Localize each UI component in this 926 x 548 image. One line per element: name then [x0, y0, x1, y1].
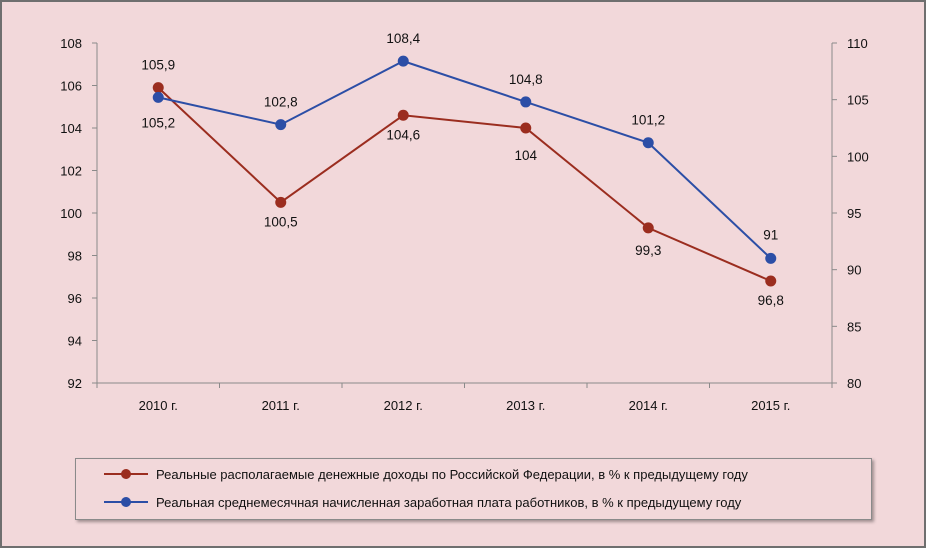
- legend-swatch-incomes: [104, 469, 148, 479]
- x-tick-label: 2010 г.: [139, 398, 178, 413]
- data-point-incomes: [397, 109, 409, 121]
- data-point-wages: [520, 96, 532, 108]
- data-label-incomes: 104,6: [386, 127, 420, 142]
- data-point-incomes: [520, 122, 532, 134]
- y-left-tick-label: 104: [60, 121, 82, 136]
- data-label-wages: 102,8: [264, 95, 298, 110]
- data-point-incomes: [642, 222, 654, 234]
- x-tick-label: 2013 г.: [506, 398, 545, 413]
- y-right-tick-label: 105: [847, 93, 869, 108]
- y-left-tick-label: 92: [68, 376, 82, 391]
- x-tick-label: 2015 г.: [751, 398, 790, 413]
- legend-item-wages: Реальная среднемесячная начисленная зара…: [102, 492, 741, 512]
- y-left-tick-label: 98: [68, 249, 82, 264]
- y-right-tick-label: 80: [847, 376, 861, 391]
- series-line-incomes: [157, 86, 772, 282]
- data-label-wages: 105,2: [141, 115, 175, 130]
- data-label-incomes: 100,5: [264, 214, 298, 229]
- data-label-incomes: 105,9: [141, 58, 175, 73]
- data-point-incomes: [765, 275, 777, 287]
- data-label-wages: 104,8: [509, 72, 543, 87]
- y-right-tick-label: 110: [847, 36, 868, 51]
- legend: Реальные располагаемые денежные доходы п…: [75, 458, 872, 520]
- data-point-incomes: [275, 196, 287, 208]
- y-right-tick-label: 100: [847, 149, 869, 164]
- data-point-wages: [397, 55, 409, 67]
- y-right-tick-label: 85: [847, 319, 861, 334]
- data-point-incomes: [152, 82, 164, 94]
- series-line-wages: [158, 60, 772, 260]
- y-left-tick-label: 94: [68, 334, 82, 349]
- y-right-tick-label: 90: [847, 263, 861, 278]
- y-left-tick-label: 108: [60, 36, 82, 51]
- y-left-tick-label: 96: [68, 291, 82, 306]
- x-tick-label: 2011 г.: [262, 398, 300, 413]
- y-left-tick-label: 106: [60, 79, 82, 94]
- x-tick-label: 2012 г.: [384, 398, 423, 413]
- legend-item-incomes: Реальные располагаемые денежные доходы п…: [102, 464, 748, 484]
- data-point-wages: [642, 137, 654, 149]
- data-point-wages: [275, 119, 287, 131]
- data-point-wages: [765, 252, 777, 264]
- data-label-wages: 101,2: [631, 113, 665, 128]
- data-label-incomes: 96,8: [758, 293, 784, 308]
- legend-label-wages: Реальная среднемесячная начисленная зара…: [156, 494, 742, 510]
- data-label-wages: 91: [763, 227, 778, 242]
- data-label-incomes: 99,3: [635, 243, 661, 258]
- y-right-tick-label: 95: [847, 206, 861, 221]
- data-label-wages: 108,4: [386, 31, 420, 46]
- y-left-tick-label: 102: [60, 164, 82, 179]
- legend-swatch-wages: [104, 497, 148, 507]
- data-point-wages: [152, 91, 164, 103]
- y-left-tick-label: 100: [60, 206, 82, 221]
- x-tick-label: 2014 г.: [629, 398, 668, 413]
- data-label-incomes: 104: [514, 148, 537, 163]
- legend-label-incomes: Реальные располагаемые денежные доходы п…: [156, 466, 748, 482]
